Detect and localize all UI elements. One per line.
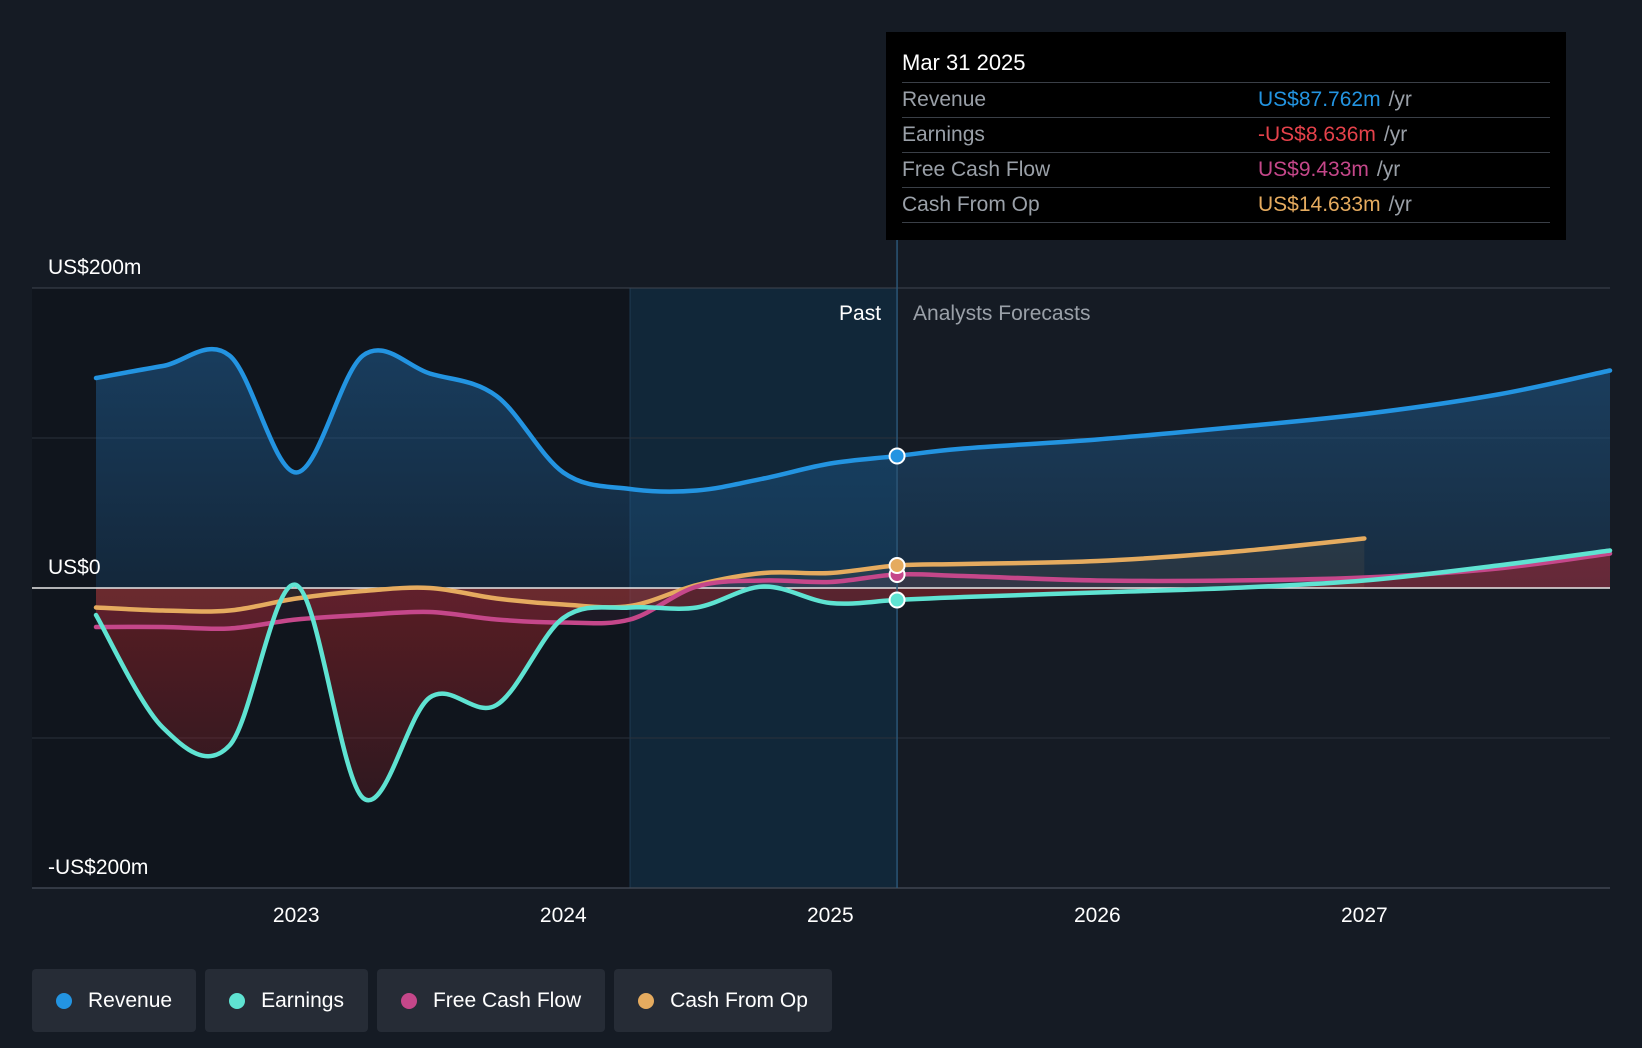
tooltip-unit: /yr — [1388, 193, 1412, 216]
earnings-marker — [888, 591, 906, 609]
legend-dot-icon — [56, 992, 72, 1009]
revenue-marker — [888, 447, 906, 465]
forecast-label: Analysts Forecasts — [913, 302, 1090, 325]
tooltip-unit: /yr — [1383, 123, 1408, 146]
tooltip-row-free-cash-flow: Free Cash Flow US$9.433m /yr — [902, 152, 1550, 187]
legend: Revenue Earnings Free Cash Flow Cash Fro… — [32, 969, 832, 1032]
y-axis-label: -US$200m — [48, 856, 148, 879]
tooltip-label: Cash From Op — [902, 193, 1040, 216]
tooltip-date: Mar 31 2025 — [902, 50, 1026, 75]
cash-from-op-marker — [888, 557, 906, 574]
legend-label: Cash From Op — [670, 988, 808, 1012]
tooltip-label: Revenue — [902, 88, 987, 111]
legend-label: Revenue — [88, 988, 173, 1012]
legend-item-cash-from-op[interactable]: Cash From Op — [614, 969, 832, 1032]
x-tick-label: 2023 — [273, 904, 320, 927]
cash-from-op-line — [93, 536, 1367, 614]
legend-item-revenue[interactable]: Revenue — [32, 969, 197, 1032]
legend-dot-icon — [638, 992, 655, 1009]
free-cash-flow-area — [96, 553, 1610, 629]
legend-item-earnings[interactable]: Earnings — [205, 969, 368, 1032]
past-label: Past — [839, 302, 881, 325]
earnings-area — [96, 550, 1610, 801]
tooltip-label: Free Cash Flow — [902, 158, 1051, 181]
tooltip-markers — [888, 447, 906, 609]
tooltip-unit: /yr — [1388, 88, 1412, 111]
earnings-line — [93, 548, 1613, 803]
tooltip-value: US$9.433m — [1258, 158, 1369, 181]
x-tick-label: 2027 — [1341, 904, 1388, 927]
legend-label: Earnings — [261, 988, 344, 1012]
series-areas — [96, 349, 1610, 801]
tooltip-unit: /yr — [1376, 158, 1401, 181]
x-tick-label: 2026 — [1074, 904, 1121, 927]
tooltip-value: US$14.633m — [1258, 193, 1381, 216]
tooltip: Mar 31 2025 Revenue US$87.762m /yr Earni… — [886, 32, 1566, 240]
tooltip-value: US$87.762m — [1258, 88, 1381, 111]
revenue-area — [96, 349, 1610, 588]
axis-labels: US$200m US$0 -US$200m 2023 2024 2025 2026 2027 P… — [48, 256, 1388, 927]
cash-from-op-area — [96, 538, 1365, 612]
y-axis-label: US$200m — [48, 256, 141, 279]
legend-dot-icon — [400, 992, 417, 1009]
legend-item-free-cash-flow[interactable]: Free Cash Flow — [376, 969, 606, 1032]
y-axis-label: US$0 — [48, 556, 101, 579]
tooltip-row-cash-from-op: Cash From Op US$14.633m /yr — [902, 187, 1550, 223]
x-tick-label: 2024 — [540, 904, 587, 927]
series-lines — [93, 346, 1613, 803]
legend-dot-icon — [229, 992, 246, 1009]
revenue-line — [93, 346, 1613, 494]
free-cash-flow-line — [93, 551, 1613, 632]
tooltip-label: Earnings — [902, 123, 985, 146]
x-tick-label: 2025 — [807, 904, 854, 927]
tooltip-value: -US$8.636m — [1258, 123, 1376, 146]
tooltip-row-revenue: Revenue US$87.762m /yr — [902, 82, 1550, 117]
tooltip-row-earnings: Earnings -US$8.636m /yr — [902, 117, 1550, 152]
legend-label: Free Cash Flow — [432, 988, 582, 1012]
